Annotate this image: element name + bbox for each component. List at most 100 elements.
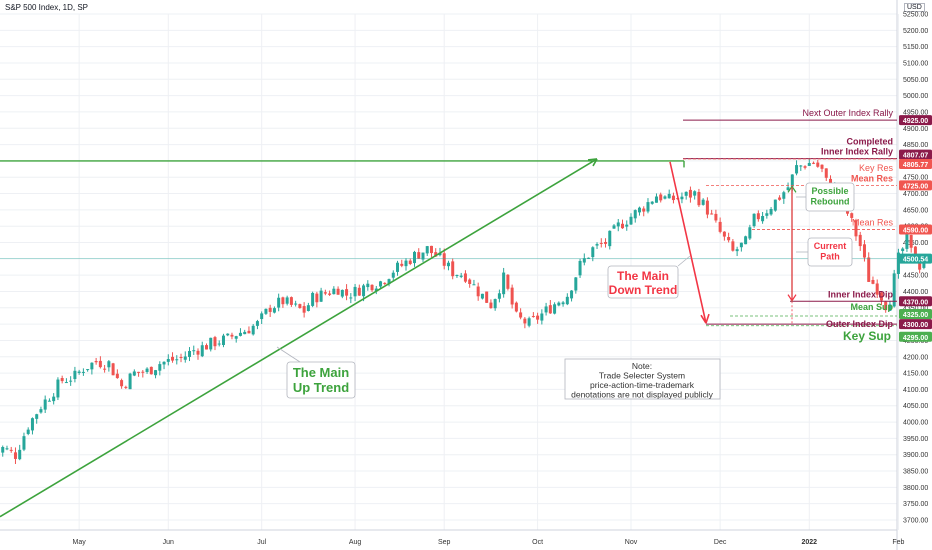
candle-body [336,288,340,295]
candle-body [773,199,777,211]
candle-body [761,216,765,222]
candle-body [1,447,5,453]
label-key-res: Key Res [859,163,894,173]
candle-body [400,263,404,266]
candle-body [493,299,497,309]
y-tick-label: 4750.00 [903,175,928,182]
candle-body [684,191,688,196]
candle-body [565,296,569,305]
currency-badge[interactable]: USD [904,3,925,12]
candle-body [77,371,81,373]
candle-body [238,332,242,336]
candle-body [213,337,217,347]
label-mean-res: Mean Res [851,173,893,183]
y-tick-label: 3800.00 [903,485,928,492]
candle-body [345,289,349,296]
main-up-trend-line [0,158,598,518]
label-outer-index-dip: Outer Index Dip [826,319,894,329]
candle-body [514,302,518,312]
candle-body [323,292,327,294]
candle-body [646,202,650,212]
y-tick-label: 5150.00 [903,44,928,51]
candle-body [557,302,561,306]
candle-body [98,360,102,368]
candle-body [383,282,387,284]
candle-body [756,213,760,220]
candle-body [896,252,900,274]
y-tick-label: 5100.00 [903,60,928,67]
price-tag: 4805.77 [903,162,928,169]
candle-body [175,359,179,361]
y-tick-label: 4900.00 [903,126,928,133]
candle-body [209,337,213,350]
candle-body [731,241,735,251]
candle-body [599,242,603,244]
candle-body [710,213,714,215]
candle-body [145,368,149,373]
candle-body [476,286,480,297]
candle-body [671,195,675,201]
note-box [564,358,721,400]
candle-body [294,303,298,305]
candle-body [497,293,501,299]
price-tag: 4500.54 [903,257,928,264]
candle-body [26,429,30,434]
candle-body [158,364,162,371]
candle-body [884,301,888,311]
candle-body [812,162,816,164]
candle-body [637,207,641,213]
price-tag: 4370.00 [903,299,928,306]
candle-body [612,225,616,229]
candle-body [595,244,599,246]
candle-body [281,297,285,305]
candle-body [247,330,251,334]
candle-body [434,252,438,257]
main-up-trend-label-pointer [276,346,301,363]
candle-body [115,373,119,379]
candle-body [867,257,871,282]
candle-body [94,361,98,363]
price-tag-bg [899,149,932,160]
candle-body [230,334,234,337]
candle-body [56,379,60,398]
main-down-trend-label: The Main Down Trend [609,269,678,297]
y-tick-label: 5000.00 [903,93,928,100]
x-tick-label: Sep [438,539,451,546]
candle-body [616,222,620,227]
candle-body [705,200,709,215]
candle-body [591,247,595,258]
candle-body [396,262,400,272]
candle-body [510,287,514,305]
candle-body [527,318,531,326]
candle-body [654,196,658,203]
y-tick-label: 4200.00 [903,354,928,361]
candle-body [727,237,731,241]
candle-body [875,283,879,295]
candle-body [353,286,357,297]
candle-body [735,249,739,252]
y-tick-label: 3750.00 [903,501,928,508]
candle-body [858,234,862,247]
candle-body [35,414,39,419]
candle-body [879,292,883,301]
candle-body [455,275,459,277]
candle-body [642,208,646,212]
candle-body [765,213,769,216]
down-trend-arrowhead [700,313,710,324]
y-tick-label: 5050.00 [903,77,928,84]
candle-body [625,224,629,227]
candle-body [86,369,90,371]
candle-body [264,308,268,314]
price-tag-bg [899,159,932,170]
candle-body [633,210,637,219]
candle-body [480,293,484,299]
y-tick-label: 5250.00 [903,12,928,19]
candle-body [362,285,366,297]
y-tick-label: 4650.00 [903,207,928,214]
candle-body [188,350,192,357]
candle-body [790,174,794,187]
candle-body [251,325,255,335]
candle-body [332,288,336,295]
price-tag-bg [899,296,932,307]
